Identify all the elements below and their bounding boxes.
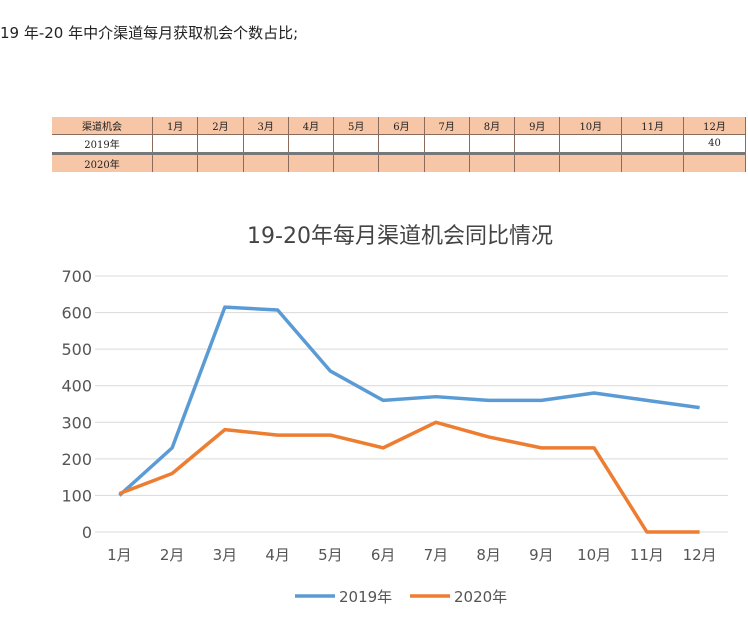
row-label: 2020年 [52, 153, 153, 172]
legend-label: 2019年 [339, 588, 392, 606]
table-header-cell: 6月 [378, 117, 425, 135]
table-header-cell: 渠道机会 [52, 117, 153, 135]
table-cell [559, 153, 623, 172]
x-tick-label: 8月 [476, 546, 501, 564]
table-header-cell: 2月 [197, 117, 244, 135]
table-header-cell: 3月 [243, 117, 289, 135]
table-cell [288, 153, 335, 172]
table-cell [514, 134, 561, 155]
y-tick-label: 0 [82, 523, 92, 542]
table-cell [197, 134, 244, 155]
row-label: 2019年 [52, 134, 153, 155]
table-cell [152, 134, 199, 155]
table-cell [469, 134, 516, 155]
series-line-2020年 [118, 420, 700, 534]
x-tick-label: 12月 [683, 546, 717, 564]
y-tick-label: 500 [61, 340, 92, 359]
table-cell [683, 153, 746, 172]
legend-label: 2020年 [454, 588, 507, 606]
y-tick-label: 700 [61, 267, 92, 286]
x-tick-label: 6月 [371, 546, 396, 564]
table-cell [514, 153, 561, 172]
table-cell [424, 153, 470, 172]
table-header-cell: 9月 [514, 117, 561, 135]
chart-title: 19-20年每月渠道机会同比情况 [247, 224, 553, 249]
table-row-2020: 2020年 [52, 153, 746, 172]
line-chart: 19-20年每月渠道机会同比情况 0 100 200 300 400 500 600 700 1月… [61, 224, 728, 606]
x-tick-label: 9月 [529, 546, 554, 564]
table-header-cell: 4月 [288, 117, 335, 135]
table-cell [378, 134, 425, 155]
x-tick-label: 4月 [265, 546, 290, 564]
x-tick-label: 10月 [577, 546, 611, 564]
x-tick-label: 7月 [424, 546, 449, 564]
table-cell [333, 153, 380, 172]
table-cell: 40 [683, 134, 746, 155]
y-tick-label: 600 [61, 304, 92, 323]
y-tick-label: 400 [61, 377, 92, 396]
table-cell [197, 153, 244, 172]
table-header-cell: 12月 [683, 117, 746, 135]
x-tick-label: 11月 [630, 546, 664, 564]
y-tick-label: 300 [61, 413, 92, 432]
channel-opportunity-table: 渠道机会 1月 2月 3月 4月 5月 6月 7月 8月 9月 10月 11月 12月 2019年 40 … [52, 117, 746, 172]
x-tick-label: 1月 [107, 546, 132, 564]
table-header-cell: 1月 [152, 117, 199, 135]
x-tick-label: 2月 [160, 546, 185, 564]
table-cell [333, 134, 380, 155]
y-tick-label: 100 [61, 486, 92, 505]
table-row-2019: 2019年 40 [52, 134, 746, 155]
table-cell [243, 153, 289, 172]
table-cell [469, 153, 516, 172]
x-tick-label: 5月 [318, 546, 343, 564]
table-cell [243, 134, 289, 155]
table-cell [288, 134, 335, 155]
table-header-cell: 7月 [424, 117, 470, 135]
x-tick-label: 3月 [213, 546, 238, 564]
table-header-row: 渠道机会 1月 2月 3月 4月 5月 6月 7月 8月 9月 10月 11月 12月 [52, 117, 746, 135]
table-cell [559, 134, 623, 155]
table-cell [621, 134, 685, 155]
table-header-cell: 11月 [621, 117, 685, 135]
y-tick-label: 200 [61, 450, 92, 469]
table-header-cell: 8月 [469, 117, 516, 135]
table-cell [152, 153, 199, 172]
table-cell [424, 134, 470, 155]
table-header-cell: 10月 [559, 117, 623, 135]
series-line-2019年 [118, 305, 700, 497]
table-cell [621, 153, 685, 172]
table-header-cell: 5月 [333, 117, 380, 135]
section-heading: 19 年-20 年中介渠道每月获取机会个数占比; [0, 24, 299, 42]
table-cell [378, 153, 425, 172]
